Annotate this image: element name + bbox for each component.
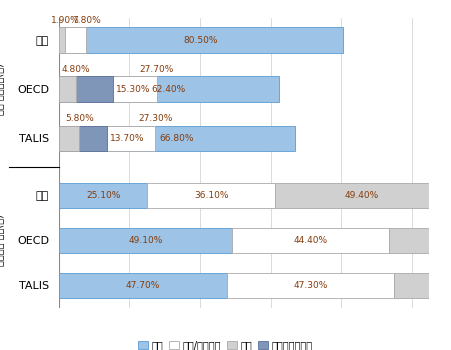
Text: 25.10%: 25.10% (86, 191, 120, 200)
Text: 27.70%: 27.70% (139, 65, 173, 74)
Text: 49.40%: 49.40% (344, 191, 378, 200)
Bar (59, 273, 227, 298)
Text: 47.30%: 47.30% (293, 281, 327, 290)
Text: 49.10%: 49.10% (128, 236, 162, 245)
Bar (59, 228, 231, 253)
Legend: 교장, 교감/부장교사, 교사, 학교운영위원회: 교장, 교감/부장교사, 교사, 학교운영위원회 (134, 336, 316, 350)
Text: 36.10%: 36.10% (193, 191, 228, 200)
Text: 13.70%: 13.70% (110, 134, 144, 143)
Bar (59, 76, 278, 102)
Text: 44.40%: 44.40% (293, 236, 327, 245)
Text: 27.30%: 27.30% (138, 114, 172, 123)
Text: 5.80%: 5.80% (64, 114, 93, 123)
Bar (59, 126, 79, 151)
Text: 47.70%: 47.70% (125, 281, 160, 290)
Bar (227, 273, 393, 298)
Text: 7.80%: 7.80% (72, 16, 101, 25)
Text: 4.80%: 4.80% (61, 65, 90, 74)
Bar (59, 27, 86, 53)
Bar (231, 228, 388, 253)
Text: 62.40%: 62.40% (152, 85, 186, 93)
Bar (59, 76, 75, 102)
Bar (59, 27, 342, 53)
Bar (59, 76, 112, 102)
Bar (393, 273, 451, 298)
Bar (274, 183, 448, 208)
Bar (59, 126, 107, 151)
Text: 1.90%: 1.90% (51, 16, 80, 25)
Text: 15.30%: 15.30% (115, 85, 150, 93)
Bar (59, 27, 65, 53)
Text: 학습교재 선정(중): 학습교재 선정(중) (0, 215, 4, 266)
Text: 학생 입학허가(중): 학생 입학허가(중) (0, 63, 4, 115)
Bar (147, 183, 274, 208)
Bar (59, 126, 155, 151)
Bar (448, 183, 451, 208)
Bar (59, 76, 156, 102)
Text: 66.80%: 66.80% (159, 134, 193, 143)
Text: 80.50%: 80.50% (183, 35, 217, 44)
Bar (59, 183, 147, 208)
Bar (59, 126, 294, 151)
Bar (388, 228, 451, 253)
